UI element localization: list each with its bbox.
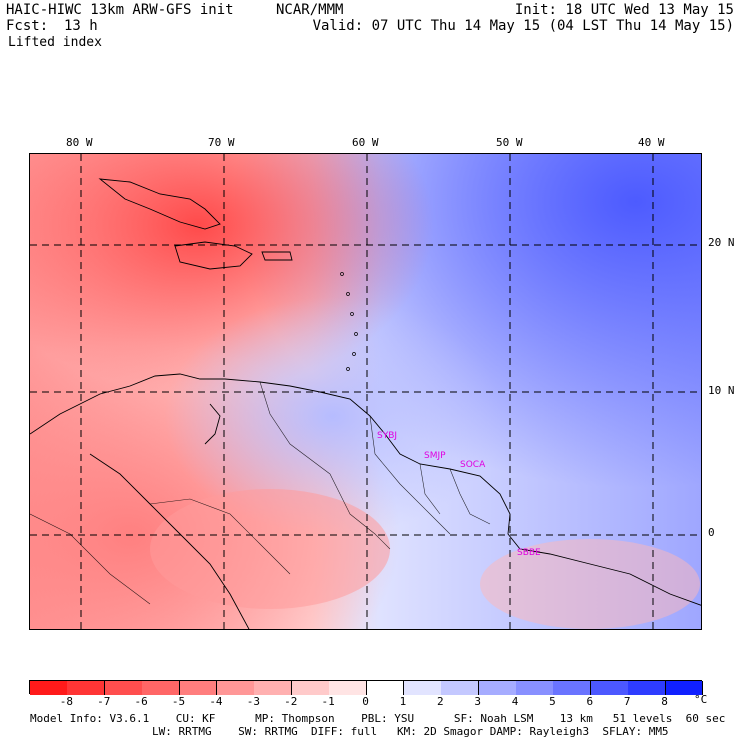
colorbar-label: -4	[209, 695, 223, 708]
lon-label-40w: 40 W	[638, 136, 665, 149]
colorbar-unit: °C	[694, 693, 708, 706]
forecast-label: Fcst:	[6, 18, 49, 34]
lon-label-80w: 80 W	[66, 136, 93, 149]
station-smjp: SMJP	[424, 451, 446, 461]
lon-label-60w: 60 W	[352, 136, 379, 149]
colorbar-swatch	[478, 681, 517, 695]
organization-label: NCAR/MMM	[276, 2, 344, 18]
colorbar-swatch	[104, 681, 143, 695]
lesser-antilles	[340, 272, 358, 371]
colorbar	[29, 680, 704, 695]
colorbar-swatch	[254, 681, 293, 695]
field-name: Lifted index	[8, 35, 102, 50]
colorbar-label: 0	[362, 695, 369, 708]
colorbar-swatch	[179, 681, 218, 695]
colorbar-label: 2	[436, 695, 444, 708]
colorbar-swatch	[590, 681, 629, 695]
colorbar-label: 7	[623, 695, 631, 708]
map-canvas	[30, 154, 701, 629]
station-sybj: SYBJ	[377, 431, 398, 441]
colorbar-swatch	[216, 681, 255, 695]
colorbar-label: 5	[549, 695, 556, 708]
colorbar-swatch	[403, 681, 442, 695]
colorbar-label: 8	[661, 695, 668, 708]
country-borders	[30, 381, 491, 605]
forecast-hour: 13 h	[64, 18, 98, 34]
colorbar-label: -2	[284, 695, 298, 708]
lon-label-70w: 70 W	[208, 136, 235, 149]
station-soca: SOCA	[460, 460, 486, 470]
colorbar-swatch	[30, 681, 68, 695]
colorbar-swatch	[142, 681, 181, 695]
graticule	[30, 154, 701, 629]
colorbar-label: -3	[246, 695, 260, 708]
colorbar-label: -5	[171, 695, 186, 708]
init-time: Init: 18 UTC Wed 13 May 15	[514, 2, 734, 18]
colorbar-swatch	[67, 681, 106, 695]
colorbar-label: 6	[586, 695, 594, 708]
colorbar-swatch	[553, 681, 592, 695]
colorbar-label: -1	[321, 695, 335, 708]
lifted-index-map: SYBJ SMJP SOCA SBBE	[29, 153, 702, 630]
colorbar-label: 1	[399, 695, 407, 708]
lat-label-0: 0	[708, 526, 715, 539]
station-sbbe: SBBE	[517, 548, 541, 558]
colorbar-swatch	[516, 681, 554, 695]
model-title: HAIC-HIWC 13km ARW-GFS init	[6, 2, 234, 18]
colorbar-label: 3	[474, 695, 481, 708]
coastlines	[30, 178, 701, 629]
colorbar-swatch	[665, 681, 704, 695]
lat-label-20n: 20 N	[708, 236, 735, 249]
colorbar-swatch	[291, 681, 330, 695]
colorbar-swatch	[441, 681, 480, 695]
lat-label-10n: 10 N	[708, 384, 735, 397]
colorbar-swatch	[628, 681, 667, 695]
model-info-line2: LW: RRTMG SW: RRTMG DIFF: full KM: 2D Sm…	[152, 725, 669, 738]
lon-label-50w: 50 W	[496, 136, 523, 149]
colorbar-swatch	[366, 681, 405, 695]
colorbar-label: -7	[97, 695, 111, 708]
colorbar-swatch	[329, 681, 367, 695]
valid-time: Valid: 07 UTC Thu 14 May 15 (04 LST Thu …	[312, 18, 734, 34]
model-info-line1: Model Info: V3.6.1 CU: KF MP: Thompson P…	[30, 712, 726, 725]
colorbar-label: 4	[511, 695, 519, 708]
colorbar-label: -6	[134, 695, 148, 708]
colorbar-label: -8	[59, 695, 73, 708]
